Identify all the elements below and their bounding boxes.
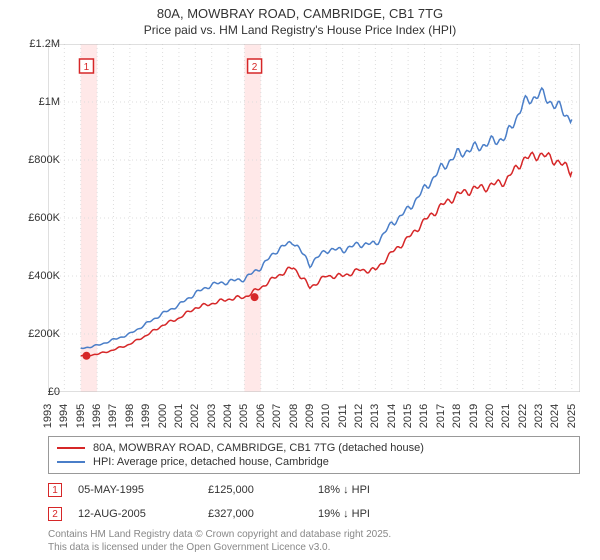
x-tick-label: 2025 <box>566 404 578 428</box>
x-tick-label: 2003 <box>206 404 218 428</box>
legend-row: 80A, MOWBRAY ROAD, CAMBRIDGE, CB1 7TG (d… <box>57 441 571 455</box>
x-tick-label: 2009 <box>304 404 316 428</box>
chart-title-2: Price paid vs. HM Land Registry's House … <box>0 21 600 41</box>
legend: 80A, MOWBRAY ROAD, CAMBRIDGE, CB1 7TG (d… <box>48 436 580 474</box>
x-tick-label: 2010 <box>320 404 332 428</box>
transaction-price: £125,000 <box>208 484 318 496</box>
x-tick-label: 2014 <box>386 404 398 428</box>
x-tick-label: 1993 <box>42 404 54 428</box>
x-tick-label: 2021 <box>500 404 512 428</box>
y-tick-label: £400K <box>28 270 60 282</box>
x-tick-label: 2011 <box>337 404 349 428</box>
y-tick-label: £600K <box>28 212 60 224</box>
x-tick-label: 2007 <box>271 404 283 428</box>
x-tick-label: 1997 <box>107 404 119 428</box>
x-tick-label: 1996 <box>91 404 103 428</box>
x-tick-label: 2015 <box>402 404 414 428</box>
x-tick-label: 2023 <box>533 404 545 428</box>
x-tick-label: 1998 <box>124 404 136 428</box>
legend-row: HPI: Average price, detached house, Camb… <box>57 455 571 469</box>
transaction-date: 05-MAY-1995 <box>78 484 208 496</box>
x-tick-label: 1994 <box>58 404 70 428</box>
x-tick-label: 2013 <box>369 404 381 428</box>
chart-area: 12 <box>48 44 580 392</box>
chart-svg: 12 <box>48 44 580 392</box>
footer-line-1: Contains HM Land Registry data © Crown c… <box>48 528 580 541</box>
x-tick-label: 2017 <box>435 404 447 428</box>
x-tick-label: 2024 <box>549 404 561 428</box>
y-tick-label: £1M <box>39 96 60 108</box>
x-tick-label: 2002 <box>189 404 201 428</box>
x-tick-label: 1999 <box>140 404 152 428</box>
x-tick-label: 2008 <box>288 404 300 428</box>
transaction-row: 2 12-AUG-2005£327,00019% ↓ HPI <box>48 502 580 526</box>
legend-swatch <box>57 461 85 463</box>
x-tick-label: 2022 <box>517 404 529 428</box>
y-tick-label: £200K <box>28 328 60 340</box>
chart-container: 80A, MOWBRAY ROAD, CAMBRIDGE, CB1 7TG Pr… <box>0 0 600 560</box>
transaction-price: £327,000 <box>208 508 318 520</box>
x-tick-label: 2016 <box>418 404 430 428</box>
x-tick-label: 2006 <box>255 404 267 428</box>
footer-attribution: Contains HM Land Registry data © Crown c… <box>48 528 580 554</box>
transaction-pct: 18% ↓ HPI <box>318 484 438 496</box>
transaction-marker: 2 <box>48 507 62 521</box>
transaction-marker: 1 <box>48 483 62 497</box>
transaction-pct: 19% ↓ HPI <box>318 508 438 520</box>
transaction-date: 12-AUG-2005 <box>78 508 208 520</box>
x-tick-label: 2019 <box>468 404 480 428</box>
x-axis-ticks: 1993199419951996199719981999200020012002… <box>48 394 580 434</box>
legend-label: HPI: Average price, detached house, Camb… <box>93 456 329 468</box>
legend-label: 80A, MOWBRAY ROAD, CAMBRIDGE, CB1 7TG (d… <box>93 442 424 454</box>
x-tick-label: 1995 <box>75 404 87 428</box>
x-tick-label: 2005 <box>238 404 250 428</box>
transaction-table: 1 05-MAY-1995£125,00018% ↓ HPI 2 12-AUG-200… <box>48 478 580 526</box>
legend-swatch <box>57 447 85 449</box>
y-tick-label: £1.2M <box>29 38 60 50</box>
transaction-row: 1 05-MAY-1995£125,00018% ↓ HPI <box>48 478 580 502</box>
svg-text:1: 1 <box>84 62 90 73</box>
footer-line-2: This data is licensed under the Open Gov… <box>48 541 580 554</box>
x-tick-label: 2018 <box>451 404 463 428</box>
x-tick-label: 2001 <box>173 404 185 428</box>
x-tick-label: 2012 <box>353 404 365 428</box>
chart-title-1: 80A, MOWBRAY ROAD, CAMBRIDGE, CB1 7TG <box>0 0 600 21</box>
x-tick-label: 2020 <box>484 404 496 428</box>
x-tick-label: 2000 <box>157 404 169 428</box>
svg-text:2: 2 <box>252 62 258 73</box>
y-tick-label: £800K <box>28 154 60 166</box>
x-tick-label: 2004 <box>222 404 234 428</box>
